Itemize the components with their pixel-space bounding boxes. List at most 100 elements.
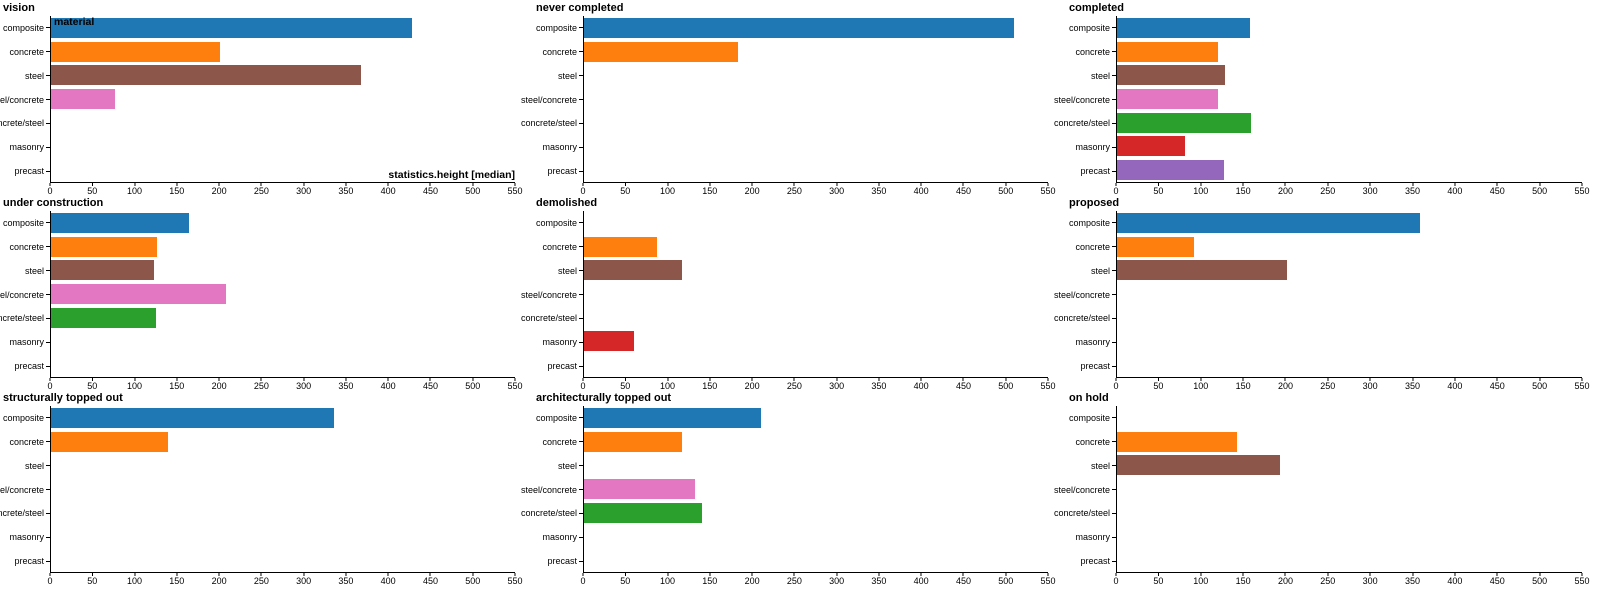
y-tick-label: steel/concrete: [1053, 94, 1110, 105]
x-tick: 50: [87, 183, 97, 196]
x-tick-label: 400: [1447, 186, 1463, 196]
x-tick-label: 550: [507, 381, 523, 391]
x-tick: 250: [1320, 378, 1335, 391]
y-tick-mark: [46, 146, 50, 148]
x-tick-mark: [1454, 378, 1456, 381]
y-tick-label: masonry: [1075, 142, 1110, 153]
y-tick-row: steel/concrete: [521, 283, 583, 307]
x-tick: 250: [1320, 573, 1335, 586]
x-tick-mark: [1581, 573, 1583, 576]
bar-row: [584, 282, 1048, 306]
x-tick-mark: [1454, 183, 1456, 186]
y-tick-row: precast: [0, 354, 50, 378]
x-tick-mark: [709, 573, 711, 576]
y-tick-mark: [46, 51, 50, 53]
x-tick: 350: [1405, 183, 1420, 196]
y-tick-row: composite: [533, 406, 583, 430]
x-axis-label: statistics.height [median]: [388, 169, 515, 181]
bar-concrete: [51, 431, 169, 452]
x-tick: 300: [1363, 573, 1378, 586]
y-tick-row: precast: [1066, 159, 1116, 183]
x-tick: 0: [580, 573, 586, 586]
y-tick-mark: [579, 512, 583, 514]
y-tick-mark: [46, 560, 50, 562]
x-tick: 500: [998, 573, 1013, 586]
x-tick-label: 350: [871, 186, 887, 196]
x-tick: 150: [169, 183, 184, 196]
y-tick-label: concrete: [9, 436, 44, 447]
bar-row: [584, 306, 1048, 330]
plot-body: composite concrete steel steel/concrete conc…: [1054, 16, 1600, 183]
bar-row: [51, 330, 515, 354]
bar-row: [1117, 406, 1582, 430]
x-tick-label: 350: [338, 381, 354, 391]
bar-row: [1117, 211, 1582, 235]
y-tick-row: precast: [0, 159, 50, 183]
x-tick-label: 500: [1532, 186, 1548, 196]
y-tick-mark: [1112, 489, 1116, 490]
plot-body: composite concrete steel steel/concrete conc…: [0, 406, 533, 573]
x-tick-label: 150: [1235, 576, 1251, 586]
plot-area: [1116, 211, 1582, 378]
x-tick: 500: [1532, 573, 1547, 586]
x-tick-label: 350: [338, 186, 354, 196]
x-tick: 300: [829, 378, 844, 391]
subplot-title: never completed: [536, 2, 624, 14]
y-tick-mark: [46, 365, 50, 367]
bar-row: [51, 282, 515, 306]
x-tick-mark: [176, 573, 178, 576]
bar-row: [584, 548, 1048, 572]
y-tick-row: masonry: [0, 330, 50, 354]
subplot-title: on hold: [1069, 392, 1109, 404]
y-axis: composite concrete steel steel/concrete conc…: [521, 211, 583, 378]
y-tick-mark: [579, 99, 583, 100]
x-tick-mark: [962, 378, 964, 381]
x-tick-label: 350: [338, 576, 354, 586]
bar-row: [584, 525, 1048, 549]
y-tick-label: steel: [24, 70, 44, 81]
x-tick-mark: [962, 183, 964, 186]
x-tick: 150: [169, 573, 184, 586]
x-tick-label: 100: [1193, 381, 1209, 391]
x-tick-mark: [878, 183, 880, 186]
y-tick-mark: [579, 222, 583, 224]
x-tick-label: 0: [1113, 576, 1119, 586]
y-tick-label: composite: [1068, 22, 1110, 33]
x-tick: 150: [702, 378, 717, 391]
x-tick-mark: [1327, 378, 1329, 381]
x-tick-label: 300: [829, 576, 845, 586]
y-tick-label: masonry: [9, 337, 44, 348]
y-tick-row: concrete: [1066, 430, 1116, 454]
subplot-on-hold: on hold composite concrete steel steel/concr…: [1054, 390, 1600, 586]
y-tick-row: concrete: [1066, 235, 1116, 259]
x-tick-mark: [134, 573, 136, 576]
x-tick-label: 100: [1193, 576, 1209, 586]
x-tick-mark: [1005, 378, 1007, 381]
x-tick: 350: [871, 378, 886, 391]
plot-area: [583, 16, 1048, 183]
y-tick-mark: [1112, 146, 1116, 148]
bar-row: [584, 158, 1048, 182]
x-tick-label: 200: [744, 381, 760, 391]
x-tick: 550: [507, 573, 523, 586]
plot-body: composite concrete steel steel/concrete conc…: [521, 16, 1066, 183]
y-tick-label: composite: [1068, 412, 1110, 423]
x-tick-label: 150: [169, 186, 185, 196]
y-tick-label: concrete: [9, 241, 44, 252]
x-tick-label: 50: [1153, 381, 1164, 391]
y-tick-row: concrete/steel: [0, 501, 50, 525]
bar-concrete: [584, 41, 739, 62]
x-tick-mark: [514, 183, 516, 186]
bar-row: [1117, 282, 1582, 306]
x-tick: 250: [787, 573, 802, 586]
bar-row: [1117, 548, 1582, 572]
y-tick-label: composite: [535, 412, 577, 423]
x-tick: 100: [1193, 183, 1208, 196]
y-tick-mark: [579, 294, 583, 295]
x-tick-label: 100: [127, 576, 143, 586]
x-tick: 350: [1405, 573, 1420, 586]
y-tick-row: composite: [0, 211, 50, 235]
x-tick-label: 500: [1532, 381, 1548, 391]
bar-composite: [51, 212, 190, 233]
